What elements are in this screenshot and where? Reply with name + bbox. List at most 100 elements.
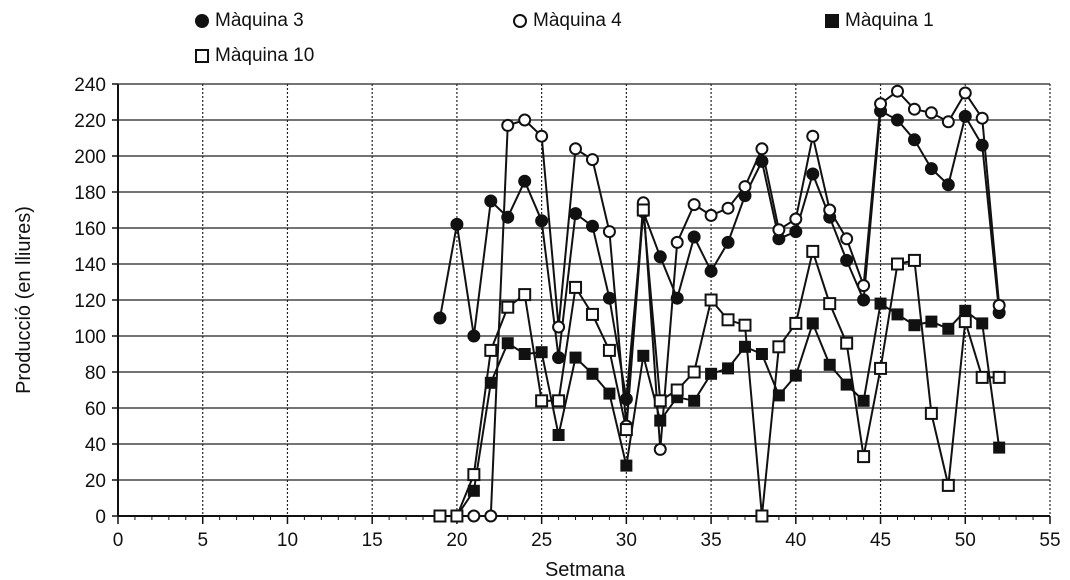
data-point-marker bbox=[670, 235, 684, 249]
data-point-marker bbox=[925, 315, 938, 328]
data-point-marker bbox=[738, 318, 752, 332]
data-point-marker bbox=[823, 358, 836, 371]
data-point-marker bbox=[857, 293, 871, 307]
legend-label: Màquina 4 bbox=[533, 10, 622, 31]
data-point-marker bbox=[653, 394, 667, 408]
data-point-marker bbox=[721, 313, 735, 327]
data-point-marker bbox=[501, 337, 514, 350]
data-point-marker bbox=[772, 389, 785, 402]
data-point-marker bbox=[840, 253, 854, 267]
y-tick-label: 0 bbox=[95, 507, 106, 528]
y-tick-label: 240 bbox=[74, 75, 106, 96]
data-point-marker bbox=[653, 250, 667, 264]
data-point-marker bbox=[450, 217, 464, 231]
data-point-marker bbox=[755, 142, 769, 156]
data-point-marker bbox=[552, 351, 566, 365]
data-point-marker bbox=[569, 351, 582, 364]
legend-item-maquina-1: Màquina 1 bbox=[825, 10, 934, 32]
data-point-marker bbox=[738, 340, 751, 353]
data-point-marker bbox=[687, 230, 701, 244]
legend-item-maquina-3: Màquina 3 bbox=[195, 10, 304, 32]
x-tick-label: 10 bbox=[277, 530, 298, 551]
x-tick-label: 30 bbox=[616, 530, 637, 551]
data-point-marker bbox=[688, 394, 701, 407]
x-tick-label: 35 bbox=[701, 530, 722, 551]
y-axis-label: Producció (en lliures) bbox=[13, 206, 35, 394]
data-point-marker bbox=[738, 180, 752, 194]
data-point-marker bbox=[585, 153, 599, 167]
x-tick-label: 55 bbox=[1039, 530, 1060, 551]
data-point-marker bbox=[619, 423, 633, 437]
data-point-marker bbox=[755, 509, 769, 523]
data-point-marker bbox=[890, 257, 904, 271]
data-point-marker bbox=[789, 316, 803, 330]
series-line bbox=[438, 109, 1001, 400]
data-point-marker bbox=[602, 225, 616, 239]
filled-circle-marker-icon bbox=[195, 14, 209, 28]
data-point-marker bbox=[890, 84, 904, 98]
data-point-marker bbox=[653, 442, 667, 456]
data-point-marker bbox=[670, 291, 684, 305]
data-point-marker bbox=[535, 346, 548, 359]
data-point-marker bbox=[484, 343, 498, 357]
open-circle-marker-icon bbox=[513, 14, 527, 28]
data-point-marker bbox=[857, 394, 870, 407]
series-line bbox=[439, 209, 1000, 517]
x-tick-label: 50 bbox=[955, 530, 976, 551]
data-point-marker bbox=[484, 376, 497, 389]
data-point-marker bbox=[806, 244, 820, 258]
data-point-marker bbox=[942, 322, 955, 335]
data-point-marker bbox=[501, 118, 515, 132]
data-point-marker bbox=[535, 214, 549, 228]
x-axis-label: Setmana bbox=[545, 559, 626, 580]
data-point-marker bbox=[789, 212, 803, 226]
data-point-marker bbox=[484, 194, 498, 208]
filled-square-marker-icon bbox=[825, 14, 839, 28]
data-point-marker bbox=[941, 115, 955, 129]
data-point-marker bbox=[806, 167, 820, 181]
data-point-marker bbox=[501, 210, 515, 224]
open-square-marker-icon bbox=[195, 49, 209, 63]
data-point-marker bbox=[654, 414, 667, 427]
data-point-marker bbox=[891, 308, 904, 321]
data-point-marker bbox=[619, 392, 633, 406]
y-tick-label: 180 bbox=[74, 183, 106, 204]
x-tick-label: 25 bbox=[531, 530, 552, 551]
data-point-marker bbox=[789, 225, 803, 239]
data-point-marker bbox=[704, 264, 718, 278]
legend-label: Màquina 3 bbox=[215, 10, 304, 31]
data-point-marker bbox=[704, 208, 718, 222]
data-point-marker bbox=[585, 219, 599, 233]
data-point-marker bbox=[755, 348, 768, 360]
data-point-marker bbox=[958, 86, 972, 100]
y-tick-label: 220 bbox=[74, 111, 106, 132]
data-point-marker bbox=[670, 383, 684, 397]
data-point-marker bbox=[924, 162, 938, 176]
data-point-marker bbox=[941, 178, 955, 192]
series-lines bbox=[438, 89, 1001, 517]
data-point-marker bbox=[467, 329, 481, 343]
data-point-marker bbox=[976, 317, 989, 330]
data-point-marker bbox=[535, 129, 549, 143]
data-point-marker bbox=[823, 203, 837, 217]
y-tick-label: 40 bbox=[85, 435, 106, 456]
x-tick-label: 0 bbox=[113, 530, 124, 551]
data-point-marker bbox=[467, 484, 480, 497]
data-point-marker bbox=[433, 311, 447, 325]
data-point-marker bbox=[552, 320, 566, 334]
data-point-marker bbox=[535, 394, 549, 408]
data-point-marker bbox=[433, 509, 447, 523]
data-point-marker bbox=[704, 293, 718, 307]
data-point-marker bbox=[772, 340, 786, 354]
data-point-marker bbox=[518, 288, 532, 302]
data-point-marker bbox=[603, 387, 616, 400]
y-tick-label: 200 bbox=[74, 147, 106, 168]
legend-item-maquina-4: Màquina 4 bbox=[513, 10, 622, 32]
y-tick-label: 140 bbox=[74, 255, 106, 276]
data-point-marker bbox=[467, 468, 481, 482]
data-point-marker bbox=[907, 253, 921, 267]
data-point-marker bbox=[874, 97, 888, 111]
data-point-marker bbox=[636, 203, 650, 217]
data-point-marker bbox=[924, 106, 938, 120]
